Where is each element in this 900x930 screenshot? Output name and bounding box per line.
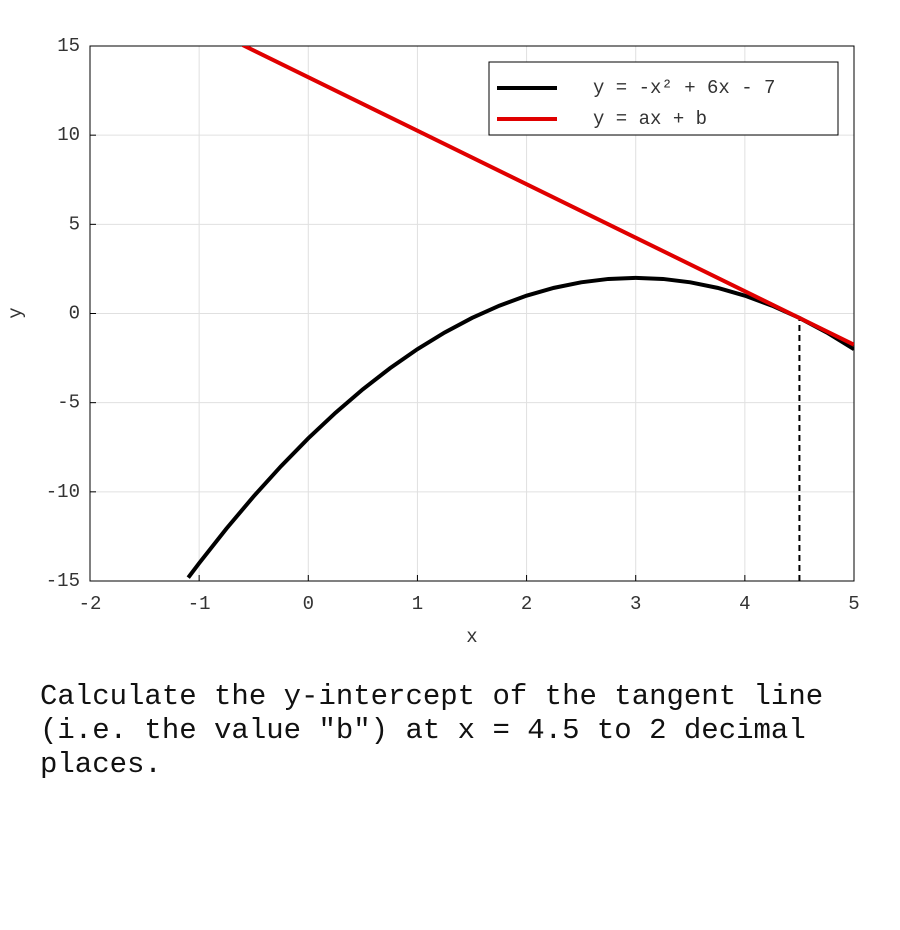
y-tick-label: 0 bbox=[69, 303, 80, 325]
plot-frame bbox=[89, 45, 855, 582]
x-tick-label: 1 bbox=[412, 593, 423, 615]
y-axis-label: y bbox=[5, 307, 27, 318]
x-tick-label: -2 bbox=[79, 593, 102, 615]
x-tick-label: 0 bbox=[303, 593, 314, 615]
legend-label: y = ax + b bbox=[593, 108, 707, 130]
y-tick-label: -5 bbox=[57, 392, 80, 414]
x-tick-label: 5 bbox=[848, 593, 859, 615]
y-tick-label: 5 bbox=[69, 213, 80, 235]
x-tick-label: 3 bbox=[630, 593, 641, 615]
series-line bbox=[186, 275, 854, 579]
y-tick-label: 10 bbox=[57, 124, 80, 146]
x-tick-label: 4 bbox=[739, 593, 750, 615]
x-tick-label: 2 bbox=[521, 593, 532, 615]
x-axis-label: x bbox=[466, 626, 477, 648]
x-tick-label: -1 bbox=[188, 593, 211, 615]
y-tick-label: -10 bbox=[46, 481, 80, 503]
y-tick-label: -15 bbox=[46, 570, 80, 592]
legend-box bbox=[488, 61, 839, 136]
question-text: Calculate the y-intercept of the tangent… bbox=[40, 680, 824, 781]
legend-label: y = -x² + 6x - 7 bbox=[593, 77, 775, 99]
y-tick-label: 15 bbox=[57, 35, 80, 57]
series-line bbox=[241, 46, 854, 347]
